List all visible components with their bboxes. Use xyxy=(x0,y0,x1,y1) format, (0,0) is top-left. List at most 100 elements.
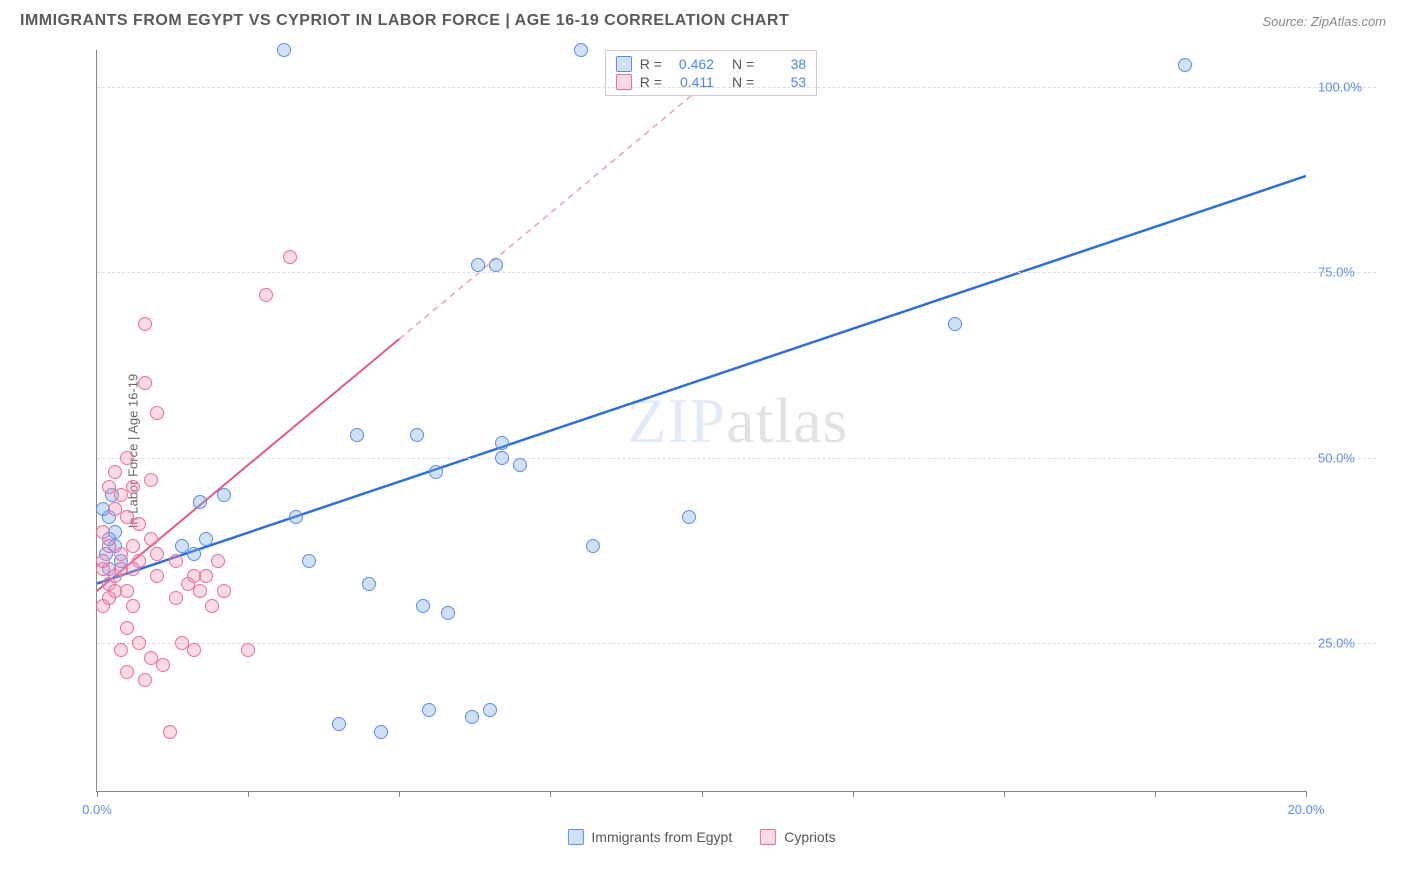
data-point-cypriots xyxy=(241,643,255,657)
r-value: 0.462 xyxy=(670,56,714,72)
data-point-cypriots xyxy=(126,599,140,613)
x-tick xyxy=(97,791,98,797)
data-point-cypriots xyxy=(217,584,231,598)
data-point-egypt xyxy=(513,458,527,472)
correlation-row: R =0.411N =53 xyxy=(616,73,806,91)
y-tick-label: 75.0% xyxy=(1318,265,1378,280)
data-point-egypt xyxy=(302,554,316,568)
chart-area: In Labor Force | Age 16-19 ZIPatlas R =0… xyxy=(46,50,1386,852)
data-point-egypt xyxy=(948,317,962,331)
data-point-cypriots xyxy=(114,547,128,561)
data-point-cypriots xyxy=(211,554,225,568)
data-point-egypt xyxy=(682,510,696,524)
data-point-cypriots xyxy=(163,725,177,739)
chart-source: Source: ZipAtlas.com xyxy=(1262,14,1386,29)
chart-title: IMMIGRANTS FROM EGYPT VS CYPRIOT IN LABO… xyxy=(20,12,789,30)
data-point-egypt xyxy=(441,606,455,620)
data-point-cypriots xyxy=(132,636,146,650)
y-tick-label: 100.0% xyxy=(1318,80,1378,95)
data-point-cypriots xyxy=(138,376,152,390)
correlation-row: R =0.462N =38 xyxy=(616,55,806,73)
data-point-cypriots xyxy=(96,554,110,568)
data-point-egypt xyxy=(289,510,303,524)
legend-item: Cypriots xyxy=(760,829,835,845)
data-point-egypt xyxy=(187,547,201,561)
data-point-cypriots xyxy=(169,554,183,568)
data-point-egypt xyxy=(495,451,509,465)
data-point-egypt xyxy=(410,428,424,442)
watermark: ZIPatlas xyxy=(627,384,848,458)
x-tick xyxy=(702,791,703,797)
data-point-cypriots xyxy=(144,532,158,546)
legend-swatch-icon xyxy=(760,829,776,845)
y-tick-label: 25.0% xyxy=(1318,635,1378,650)
x-tick xyxy=(1004,791,1005,797)
x-tick-label: 0.0% xyxy=(82,802,112,817)
data-point-egypt xyxy=(574,43,588,57)
data-point-egypt xyxy=(495,436,509,450)
data-point-cypriots xyxy=(187,643,201,657)
x-tick xyxy=(853,791,854,797)
data-point-egypt xyxy=(332,717,346,731)
x-tick xyxy=(248,791,249,797)
data-point-cypriots xyxy=(150,406,164,420)
data-point-cypriots xyxy=(126,562,140,576)
chart-header: IMMIGRANTS FROM EGYPT VS CYPRIOT IN LABO… xyxy=(0,0,1406,34)
data-point-cypriots xyxy=(150,569,164,583)
data-point-cypriots xyxy=(199,569,213,583)
data-point-egypt xyxy=(1178,58,1192,72)
x-tick-label: 20.0% xyxy=(1288,802,1325,817)
data-point-cypriots xyxy=(120,621,134,635)
data-point-egypt xyxy=(489,258,503,272)
data-point-egypt xyxy=(465,710,479,724)
data-point-cypriots xyxy=(114,643,128,657)
data-point-egypt xyxy=(374,725,388,739)
gridline-h xyxy=(97,272,1376,273)
data-point-cypriots xyxy=(138,317,152,331)
data-point-cypriots xyxy=(259,288,273,302)
gridline-h xyxy=(97,458,1376,459)
x-tick xyxy=(550,791,551,797)
data-point-cypriots xyxy=(126,539,140,553)
data-point-cypriots xyxy=(108,465,122,479)
x-tick xyxy=(399,791,400,797)
gridline-h xyxy=(97,643,1376,644)
data-point-egypt xyxy=(586,539,600,553)
plot-area: ZIPatlas R =0.462N =38R =0.411N =53 Immi… xyxy=(96,50,1306,792)
data-point-egypt xyxy=(429,465,443,479)
data-point-egypt xyxy=(217,488,231,502)
legend-swatch-icon xyxy=(616,56,632,72)
n-value: 38 xyxy=(762,56,806,72)
data-point-cypriots xyxy=(150,547,164,561)
legend-swatch-icon xyxy=(567,829,583,845)
data-point-cypriots xyxy=(156,658,170,672)
data-point-egypt xyxy=(422,703,436,717)
n-label: N = xyxy=(732,56,754,72)
legend-label: Immigrants from Egypt xyxy=(591,829,732,845)
correlation-legend: R =0.462N =38R =0.411N =53 xyxy=(605,50,817,96)
data-point-cypriots xyxy=(144,473,158,487)
data-point-egypt xyxy=(362,577,376,591)
data-point-cypriots xyxy=(96,525,110,539)
gridline-h xyxy=(97,87,1376,88)
data-point-cypriots xyxy=(102,480,116,494)
y-tick-label: 50.0% xyxy=(1318,450,1378,465)
data-point-egypt xyxy=(416,599,430,613)
x-tick xyxy=(1306,791,1307,797)
x-tick xyxy=(1155,791,1156,797)
data-point-egypt xyxy=(277,43,291,57)
data-point-cypriots xyxy=(132,517,146,531)
data-point-cypriots xyxy=(205,599,219,613)
data-point-cypriots xyxy=(283,250,297,264)
data-point-egypt xyxy=(350,428,364,442)
data-point-cypriots xyxy=(120,451,134,465)
data-point-cypriots xyxy=(138,673,152,687)
legend-item: Immigrants from Egypt xyxy=(567,829,732,845)
legend-label: Cypriots xyxy=(784,829,835,845)
series-legend: Immigrants from Egypt Cypriots xyxy=(567,829,835,845)
data-point-egypt xyxy=(471,258,485,272)
data-point-egypt xyxy=(199,532,213,546)
data-point-cypriots xyxy=(120,584,134,598)
trend-lines xyxy=(97,50,1306,791)
data-point-cypriots xyxy=(193,584,207,598)
